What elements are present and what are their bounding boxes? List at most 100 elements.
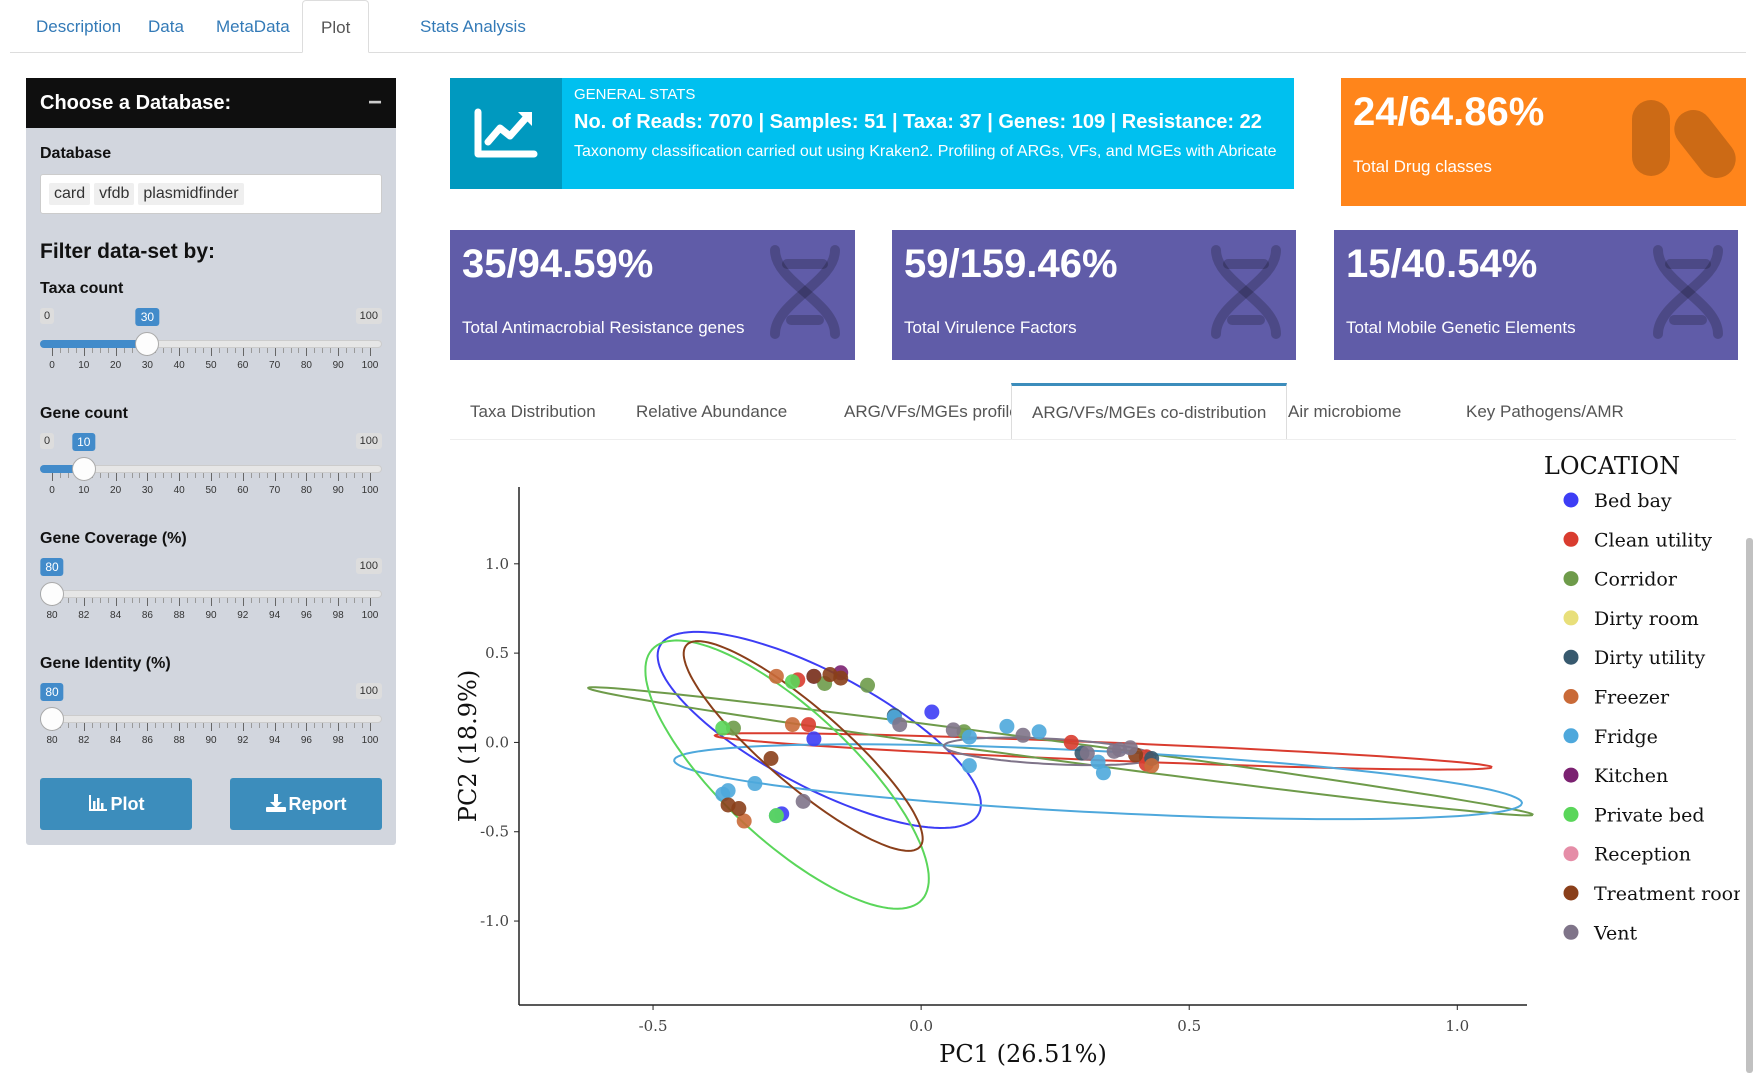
x-ticks: -0.5 0.0 0.5 1.0 xyxy=(639,1005,1469,1035)
line-chart-icon xyxy=(450,78,562,189)
database-select[interactable]: card vfdb plasmidfinder xyxy=(40,174,382,214)
tab-description[interactable]: Description xyxy=(36,17,122,36)
database-label: Database xyxy=(40,145,112,162)
tab-relative-abundance[interactable]: Relative Abundance xyxy=(636,402,788,421)
slider-tick xyxy=(354,598,356,603)
slider-min: 0 xyxy=(40,308,55,324)
data-point xyxy=(736,813,752,829)
legend-marker xyxy=(1563,728,1579,744)
slider-tick xyxy=(282,723,284,728)
slider-handle[interactable] xyxy=(135,332,160,356)
y-tick-label: -1.0 xyxy=(480,912,509,930)
tab-key-pathogens[interactable]: Key Pathogens/AMR xyxy=(1466,402,1624,421)
slider-tick xyxy=(115,348,117,356)
slider-tick xyxy=(306,473,308,481)
slider-tick-label: 30 xyxy=(141,485,153,496)
tab-plot[interactable]: Plot xyxy=(302,0,370,53)
tab-data[interactable]: Data xyxy=(148,17,184,36)
slider-handle[interactable] xyxy=(71,457,96,481)
ellipse-private-bed xyxy=(644,639,930,910)
gene-count-slider[interactable]: 0 100 10 0 10 20 30 40 50 60 70 80 90 100 xyxy=(40,433,382,509)
slider-handle[interactable] xyxy=(40,707,64,731)
slider-tick xyxy=(75,598,77,603)
slider-tick-label: 90 xyxy=(205,735,217,746)
legend-label: Kitchen xyxy=(1594,765,1668,787)
tab-arg-co-distribution[interactable]: ARG/VFs/MGEs co-distribution xyxy=(1011,383,1288,439)
scrollbar[interactable] xyxy=(1746,538,1753,1073)
slider-tick xyxy=(242,473,244,481)
stats-description: Taxonomy classification carried out usin… xyxy=(574,143,1277,160)
top-tab-bar: Description Data MetaData Plot Stats Ana… xyxy=(10,0,1746,53)
slider-tick xyxy=(99,598,101,603)
tab-metadata[interactable]: MetaData xyxy=(216,17,290,36)
gene-identity-slider[interactable]: 801008080828486889092949698100 xyxy=(40,683,382,759)
report-button-label: Report xyxy=(288,794,347,814)
slider-tick xyxy=(338,723,340,731)
sidebar-title: Choose a Database: xyxy=(40,92,232,114)
slider-tick xyxy=(218,723,220,728)
legend-label: Reception xyxy=(1594,844,1691,866)
ellipses-layer xyxy=(587,630,1534,910)
gene-coverage-slider[interactable]: 801008080828486889092949698100 xyxy=(40,558,382,634)
stats-subtitle: GENERAL STATS xyxy=(574,86,696,103)
legend-marker xyxy=(1563,806,1579,822)
plot-button-label: Plot xyxy=(110,794,145,814)
slider-track[interactable] xyxy=(40,590,382,598)
slider-tick xyxy=(91,348,93,353)
legend-marker xyxy=(1563,767,1579,783)
legend-marker xyxy=(1563,846,1579,862)
slider-tick-label: 82 xyxy=(78,610,90,621)
slider-tick xyxy=(298,598,300,603)
slider-track[interactable] xyxy=(40,715,382,723)
data-point xyxy=(731,801,747,817)
data-point xyxy=(784,674,800,690)
database-chip[interactable]: card xyxy=(49,183,91,205)
slider-tick-label: 92 xyxy=(237,735,249,746)
slider-tick xyxy=(211,473,212,481)
slider-tick xyxy=(203,473,205,478)
database-chip[interactable]: plasmidfinder xyxy=(138,183,244,205)
slider-value: 80 xyxy=(40,558,64,576)
slider-tick xyxy=(362,473,364,478)
data-point xyxy=(1079,745,1095,761)
database-chip[interactable]: vfdb xyxy=(94,183,135,205)
slider-tick xyxy=(171,348,173,353)
tab-arg-profile[interactable]: ARG/VFs/MGEs profile xyxy=(844,402,1019,421)
slider-tick xyxy=(75,348,77,353)
slider-tick xyxy=(314,598,316,603)
legend-label: Dirty room xyxy=(1594,608,1699,630)
slider-ticks xyxy=(40,723,382,733)
legend: Bed bay Clean utility Corridor Dirty room Di… xyxy=(1563,490,1740,944)
slider-tick xyxy=(290,598,292,603)
slider-tick xyxy=(115,598,117,606)
data-point xyxy=(1015,727,1031,743)
slider-tick xyxy=(354,348,356,353)
slider-tick xyxy=(147,598,149,606)
slider-tick xyxy=(91,723,93,728)
data-point xyxy=(833,670,849,686)
tab-stats-analysis[interactable]: Stats Analysis xyxy=(420,17,526,36)
drug-classes-box: 24/64.86% Total Drug classes xyxy=(1341,78,1746,206)
tab-air-microbiome[interactable]: Air microbiome xyxy=(1288,402,1402,421)
slider-tick-label: 80 xyxy=(300,485,312,496)
data-point xyxy=(768,808,784,824)
slider-tick xyxy=(52,348,53,356)
slider-handle[interactable] xyxy=(40,582,64,606)
slider-tick xyxy=(290,723,292,728)
tab-taxa-distribution[interactable]: Taxa Distribution xyxy=(470,402,596,421)
slider-tick xyxy=(298,473,300,478)
legend-marker xyxy=(1563,689,1579,704)
slider-tick xyxy=(195,598,197,603)
data-point xyxy=(763,751,779,767)
slider-tick-label: 88 xyxy=(173,610,185,621)
collapse-button[interactable]: − xyxy=(367,89,382,116)
plot-button[interactable]: Plot xyxy=(40,778,192,830)
taxa-count-slider[interactable]: 0 100 30 0 10 20 30 40 50 60 70 80 90 100 xyxy=(40,308,382,384)
slider-tick xyxy=(306,348,308,356)
ellipse-clean-utility xyxy=(713,732,1493,771)
slider-tick xyxy=(211,723,212,731)
report-button[interactable]: Report xyxy=(230,778,382,830)
data-point xyxy=(784,717,800,733)
slider-tick xyxy=(211,598,212,606)
download-icon xyxy=(265,794,286,812)
